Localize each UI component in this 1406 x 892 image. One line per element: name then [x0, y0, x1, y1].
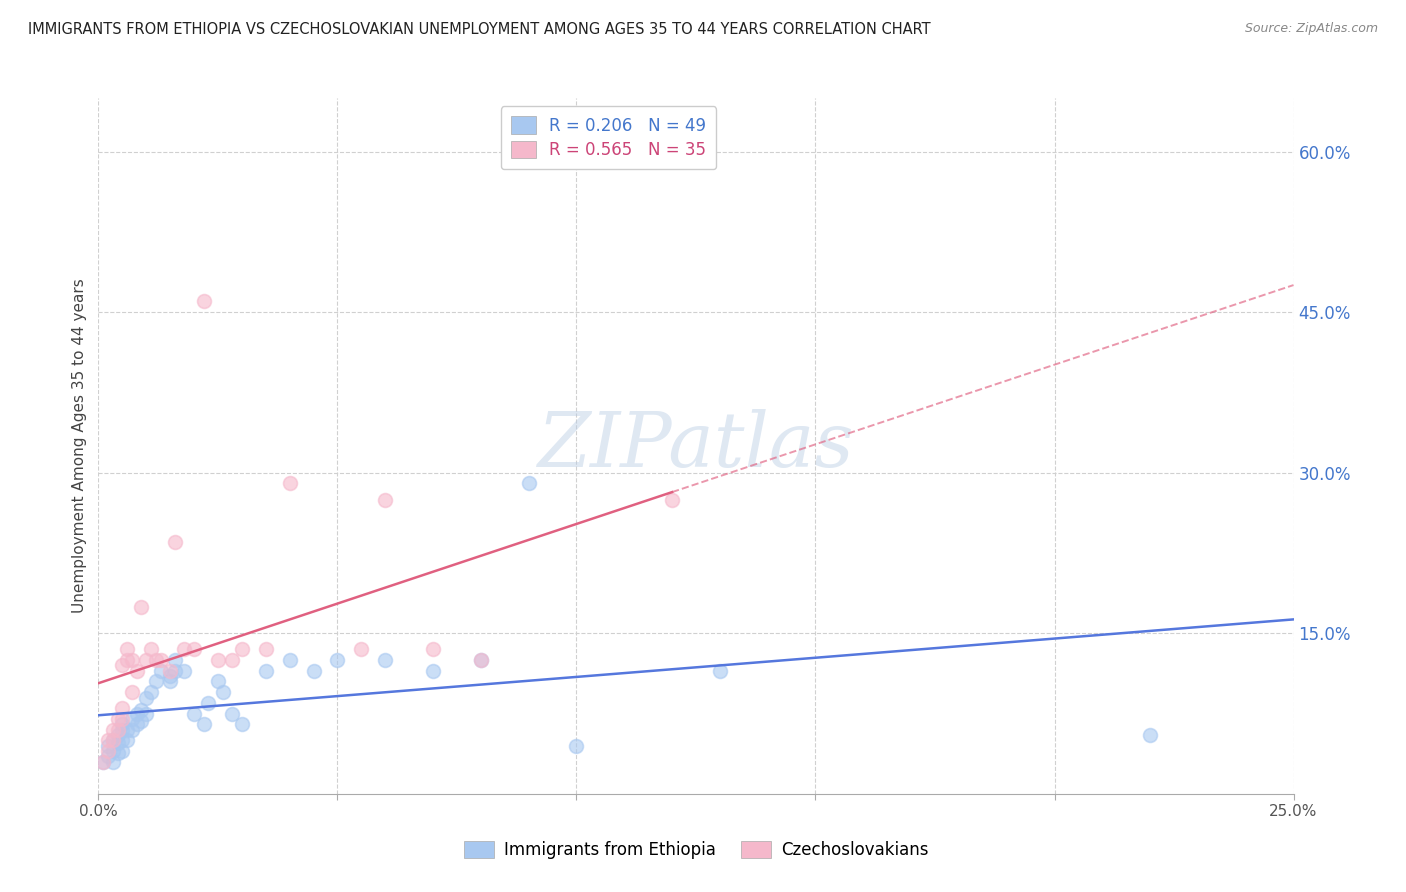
Point: [173, 664, 195, 678]
Point: [231, 642, 253, 657]
Point: [278, 476, 301, 491]
Point: [278, 653, 301, 667]
Point: [350, 642, 373, 657]
Point: [91, 755, 114, 769]
Point: [211, 685, 233, 699]
Point: [121, 685, 143, 699]
Point: [97, 739, 120, 753]
Point: [101, 733, 124, 747]
Point: [302, 664, 325, 678]
Point: [121, 723, 143, 737]
Y-axis label: Unemployment Among Ages 35 to 44 years: Unemployment Among Ages 35 to 44 years: [72, 278, 87, 614]
Point: [107, 735, 129, 749]
Point: [101, 755, 124, 769]
Point: [163, 664, 186, 678]
Point: [111, 701, 134, 715]
Point: [97, 749, 120, 764]
Point: [565, 739, 588, 753]
Point: [422, 664, 444, 678]
Point: [231, 717, 253, 731]
Point: [101, 733, 124, 747]
Point: [107, 723, 129, 737]
Point: [107, 712, 129, 726]
Point: [470, 653, 492, 667]
Point: [101, 723, 124, 737]
Point: [374, 653, 396, 667]
Point: [517, 476, 540, 491]
Point: [149, 653, 172, 667]
Point: [1139, 728, 1161, 742]
Point: [183, 642, 205, 657]
Point: [139, 685, 162, 699]
Text: Source: ZipAtlas.com: Source: ZipAtlas.com: [1244, 22, 1378, 36]
Point: [254, 642, 277, 657]
Text: ZIPatlas: ZIPatlas: [537, 409, 855, 483]
Point: [107, 746, 129, 760]
Point: [326, 653, 349, 667]
Point: [135, 706, 157, 721]
Point: [115, 653, 138, 667]
Point: [709, 664, 731, 678]
Point: [107, 728, 129, 742]
Point: [91, 755, 114, 769]
Point: [254, 664, 277, 678]
Point: [197, 696, 219, 710]
Text: IMMIGRANTS FROM ETHIOPIA VS CZECHOSLOVAKIAN UNEMPLOYMENT AMONG AGES 35 TO 44 YEA: IMMIGRANTS FROM ETHIOPIA VS CZECHOSLOVAK…: [28, 22, 931, 37]
Point: [111, 712, 134, 726]
Point: [159, 674, 181, 689]
Point: [221, 706, 243, 721]
Point: [145, 674, 167, 689]
Point: [661, 492, 683, 507]
Point: [149, 664, 172, 678]
Point: [125, 664, 148, 678]
Point: [422, 642, 444, 657]
Point: [173, 642, 195, 657]
Point: [183, 706, 205, 721]
Point: [125, 717, 148, 731]
Point: [115, 723, 138, 737]
Point: [135, 653, 157, 667]
Legend: Immigrants from Ethiopia, Czechoslovakians: Immigrants from Ethiopia, Czechoslovakia…: [457, 834, 935, 865]
Point: [193, 717, 215, 731]
Point: [111, 744, 134, 758]
Point: [101, 744, 124, 758]
Point: [159, 664, 181, 678]
Point: [131, 599, 153, 614]
Point: [470, 653, 492, 667]
Point: [115, 733, 138, 747]
Point: [163, 653, 186, 667]
Point: [145, 653, 167, 667]
Point: [121, 653, 143, 667]
Point: [139, 642, 162, 657]
Point: [121, 712, 143, 726]
Point: [131, 703, 153, 717]
Point: [207, 674, 229, 689]
Point: [115, 642, 138, 657]
Point: [111, 723, 134, 737]
Point: [125, 706, 148, 721]
Point: [193, 294, 215, 309]
Point: [111, 717, 134, 731]
Point: [374, 492, 396, 507]
Point: [135, 690, 157, 705]
Point: [97, 744, 120, 758]
Point: [159, 669, 181, 683]
Point: [131, 714, 153, 728]
Point: [221, 653, 243, 667]
Point: [97, 733, 120, 747]
Point: [111, 658, 134, 673]
Point: [111, 733, 134, 747]
Point: [207, 653, 229, 667]
Point: [163, 535, 186, 549]
